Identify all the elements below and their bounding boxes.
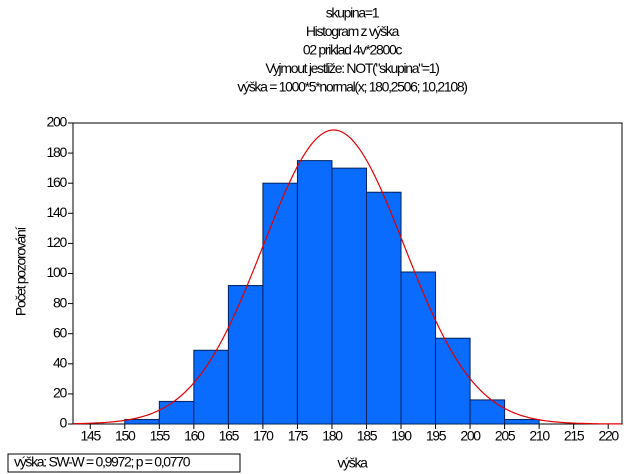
x-tick-label: 180	[322, 428, 343, 444]
bar	[124, 418, 160, 425]
chart-title: skupina=1	[326, 5, 380, 21]
x-tick-label: 205	[495, 428, 516, 444]
bar	[400, 271, 437, 425]
chart-title: Vyjmout jestliže: NOT("skupina"=1)	[265, 60, 439, 76]
x-tick-label: 210	[529, 428, 550, 444]
bar	[296, 160, 333, 425]
x-tick-label: 160	[184, 428, 205, 444]
x-tick-label: 220	[598, 428, 619, 444]
y-tick-label: 160	[47, 174, 68, 190]
y-tick-label: 40	[53, 355, 67, 371]
y-tick-label: 140	[47, 204, 68, 220]
y-tick-label: 200	[47, 114, 68, 130]
y-tick-label: 0	[60, 415, 68, 431]
x-tick-label: 215	[564, 428, 585, 444]
normal-curve	[72, 129, 621, 425]
bar	[193, 349, 229, 425]
bar	[262, 182, 298, 425]
y-tick-label: 80	[53, 294, 67, 310]
stats-note: výška: SW-W = 0,9972; p = 0,0770	[14, 454, 191, 470]
y-tick-label: 100	[47, 264, 68, 280]
stats-box	[7, 453, 241, 473]
bar	[469, 399, 506, 425]
x-axis-label: výška	[337, 455, 368, 471]
y-axis-label: Počet pozorování	[13, 227, 29, 317]
y-tick-label: 180	[47, 144, 68, 160]
bar	[365, 191, 402, 425]
x-tick-label: 165	[219, 428, 240, 444]
x-tick-label: 195	[426, 428, 447, 444]
x-tick-label: 150	[115, 428, 136, 444]
x-tick-label: 155	[150, 428, 171, 444]
y-tick-label: 120	[47, 234, 68, 250]
chart-title: 02 priklad 4v*2800c	[303, 42, 403, 58]
y-tick-label: 20	[53, 385, 67, 401]
bar	[227, 285, 264, 425]
y-tick-label: 60	[53, 324, 67, 340]
bar	[331, 167, 367, 425]
bar	[504, 418, 540, 425]
x-tick-label: 175	[288, 428, 309, 444]
x-tick-label: 185	[357, 428, 378, 444]
x-tick-label: 190	[391, 428, 412, 444]
x-tick-label: 170	[253, 428, 274, 444]
chart-title: výška = 1000*5*normal(x; 180,2506; 10,21…	[237, 79, 467, 95]
bar	[158, 400, 195, 425]
bar	[435, 337, 471, 425]
x-tick-label: 200	[460, 428, 481, 444]
chart-title: Histogram z výška	[306, 23, 400, 39]
x-tick-label: 145	[81, 428, 102, 444]
